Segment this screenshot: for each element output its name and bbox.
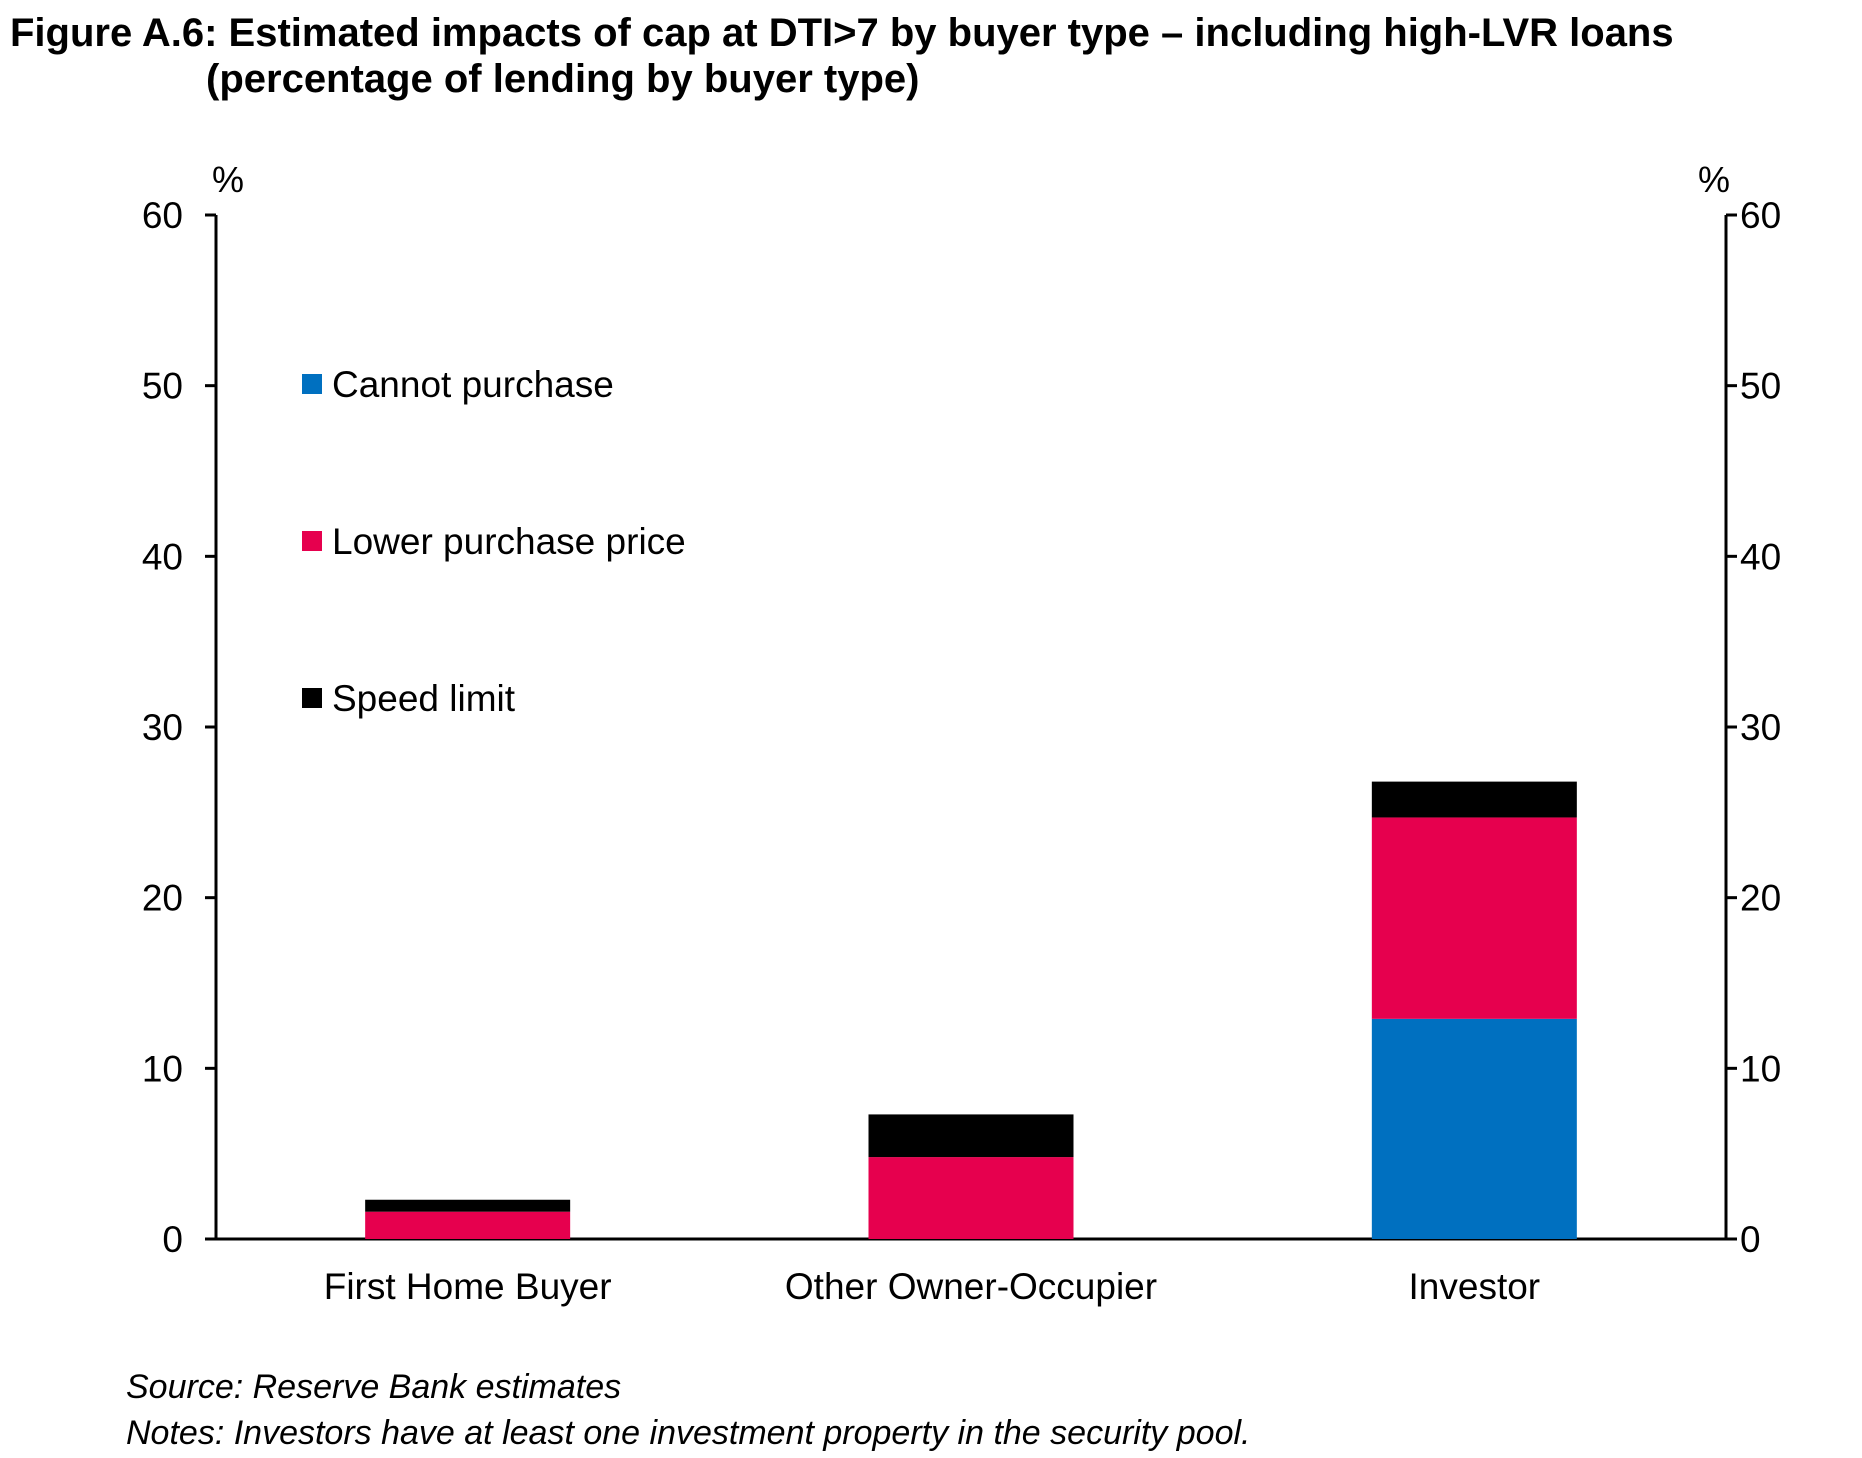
bar-speed-limit <box>365 1199 571 1212</box>
bar-speed-limit <box>1371 781 1577 818</box>
source-note: Source: Reserve Bank estimates <box>126 1368 622 1406</box>
legend-swatch <box>302 531 322 551</box>
right-y-tick-label: 10 <box>1740 1048 1781 1089</box>
right-y-tick-label: 40 <box>1740 536 1781 577</box>
legend-swatch <box>302 688 322 708</box>
bar-lower-purchase-price <box>1371 817 1577 1019</box>
bar-lower-purchase-price <box>365 1211 571 1239</box>
bar-speed-limit <box>868 1114 1074 1158</box>
x-tick-label: First Home Buyer <box>324 1266 612 1307</box>
legend-swatch <box>302 374 322 394</box>
right-y-tick-label: 50 <box>1740 366 1781 407</box>
left-y-tick-label: 20 <box>142 878 183 919</box>
left-axis-unit: % <box>212 159 244 200</box>
notes-text: Notes: Investors have at least one inves… <box>126 1414 1251 1452</box>
right-y-tick-label: 0 <box>1740 1219 1761 1260</box>
legend-label: Cannot purchase <box>332 364 614 405</box>
right-axis-unit: % <box>1698 159 1730 200</box>
bar-cannot-purchase <box>1371 1018 1577 1239</box>
x-tick-label: Other Owner-Occupier <box>785 1266 1157 1307</box>
chart-title: Figure A.6: Estimated impacts of cap at … <box>10 11 1674 55</box>
left-y-tick-label: 50 <box>142 366 183 407</box>
left-y-tick-label: 0 <box>162 1219 183 1260</box>
legend-label: Speed limit <box>332 678 516 719</box>
right-y-tick-label: 20 <box>1740 878 1781 919</box>
chart-footer: Source: Reserve Bank estimates Notes: In… <box>126 1364 1250 1456</box>
left-y-tick-label: 30 <box>142 707 183 748</box>
chart-subtitle: (percentage of lending by buyer type) <box>206 57 920 101</box>
legend-label: Lower purchase price <box>332 521 686 562</box>
bar-lower-purchase-price <box>868 1157 1074 1239</box>
x-tick-label: Investor <box>1409 1266 1541 1307</box>
left-y-tick-label: 40 <box>142 536 183 577</box>
right-y-tick-label: 60 <box>1740 195 1781 236</box>
left-y-tick-label: 10 <box>142 1048 183 1089</box>
chart-title-block: Figure A.6: Estimated impacts of cap at … <box>10 10 1850 102</box>
left-y-tick-label: 60 <box>142 195 183 236</box>
bar-chart: % % 0 0 10 10 20 20 30 30 40 40 50 50 60 60 First Home B… <box>142 159 1781 1307</box>
right-y-tick-label: 30 <box>1740 707 1781 748</box>
